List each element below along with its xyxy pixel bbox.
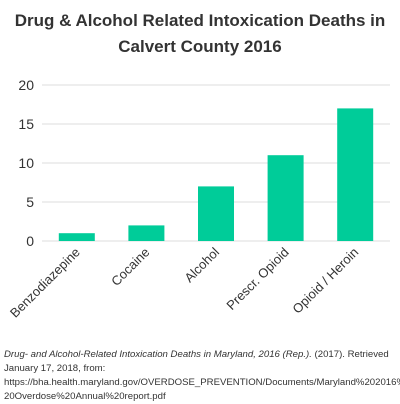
x-tick-label-0: Benzodiazepine <box>7 245 83 321</box>
x-tick-label-4: Opioid / Heroin <box>289 245 361 317</box>
y-tick-label-0: 0 <box>26 233 34 249</box>
y-tick-label-20: 20 <box>18 77 34 93</box>
x-tick-label-2: Alcohol <box>181 244 222 285</box>
x-tick-label-3: Prescr. Opioid <box>223 245 291 313</box>
bar-4 <box>337 108 374 242</box>
bar-0 <box>58 233 95 241</box>
citation-retrieved: (2017). Retrieved January 17, 2018, from… <box>4 349 389 374</box>
chart-title-line-1: Drug & Alcohol Related Intoxication Deat… <box>14 11 386 30</box>
chart-title: Drug & Alcohol Related Intoxication Deat… <box>0 8 400 60</box>
citation-url-1: https://bha.health.maryland.gov/OVERDOSE… <box>4 377 400 388</box>
citation-url-2: 20Overdose%20Annual%20report.pdf <box>4 391 166 402</box>
bar-1 <box>128 225 165 241</box>
y-tick-label-10: 10 <box>18 155 34 171</box>
x-tick-label-1: Cocaine <box>108 245 152 289</box>
y-tick-label-5: 5 <box>26 194 34 210</box>
bar-2 <box>198 186 234 241</box>
bar-3 <box>267 155 304 241</box>
chart-title-line-2: Calvert County 2016 <box>118 37 282 56</box>
y-tick-label-15: 15 <box>18 116 34 132</box>
citation-title: Drug- and Alcohol-Related Intoxication D… <box>4 349 312 360</box>
citation: Drug- and Alcohol-Related Intoxication D… <box>4 348 400 404</box>
